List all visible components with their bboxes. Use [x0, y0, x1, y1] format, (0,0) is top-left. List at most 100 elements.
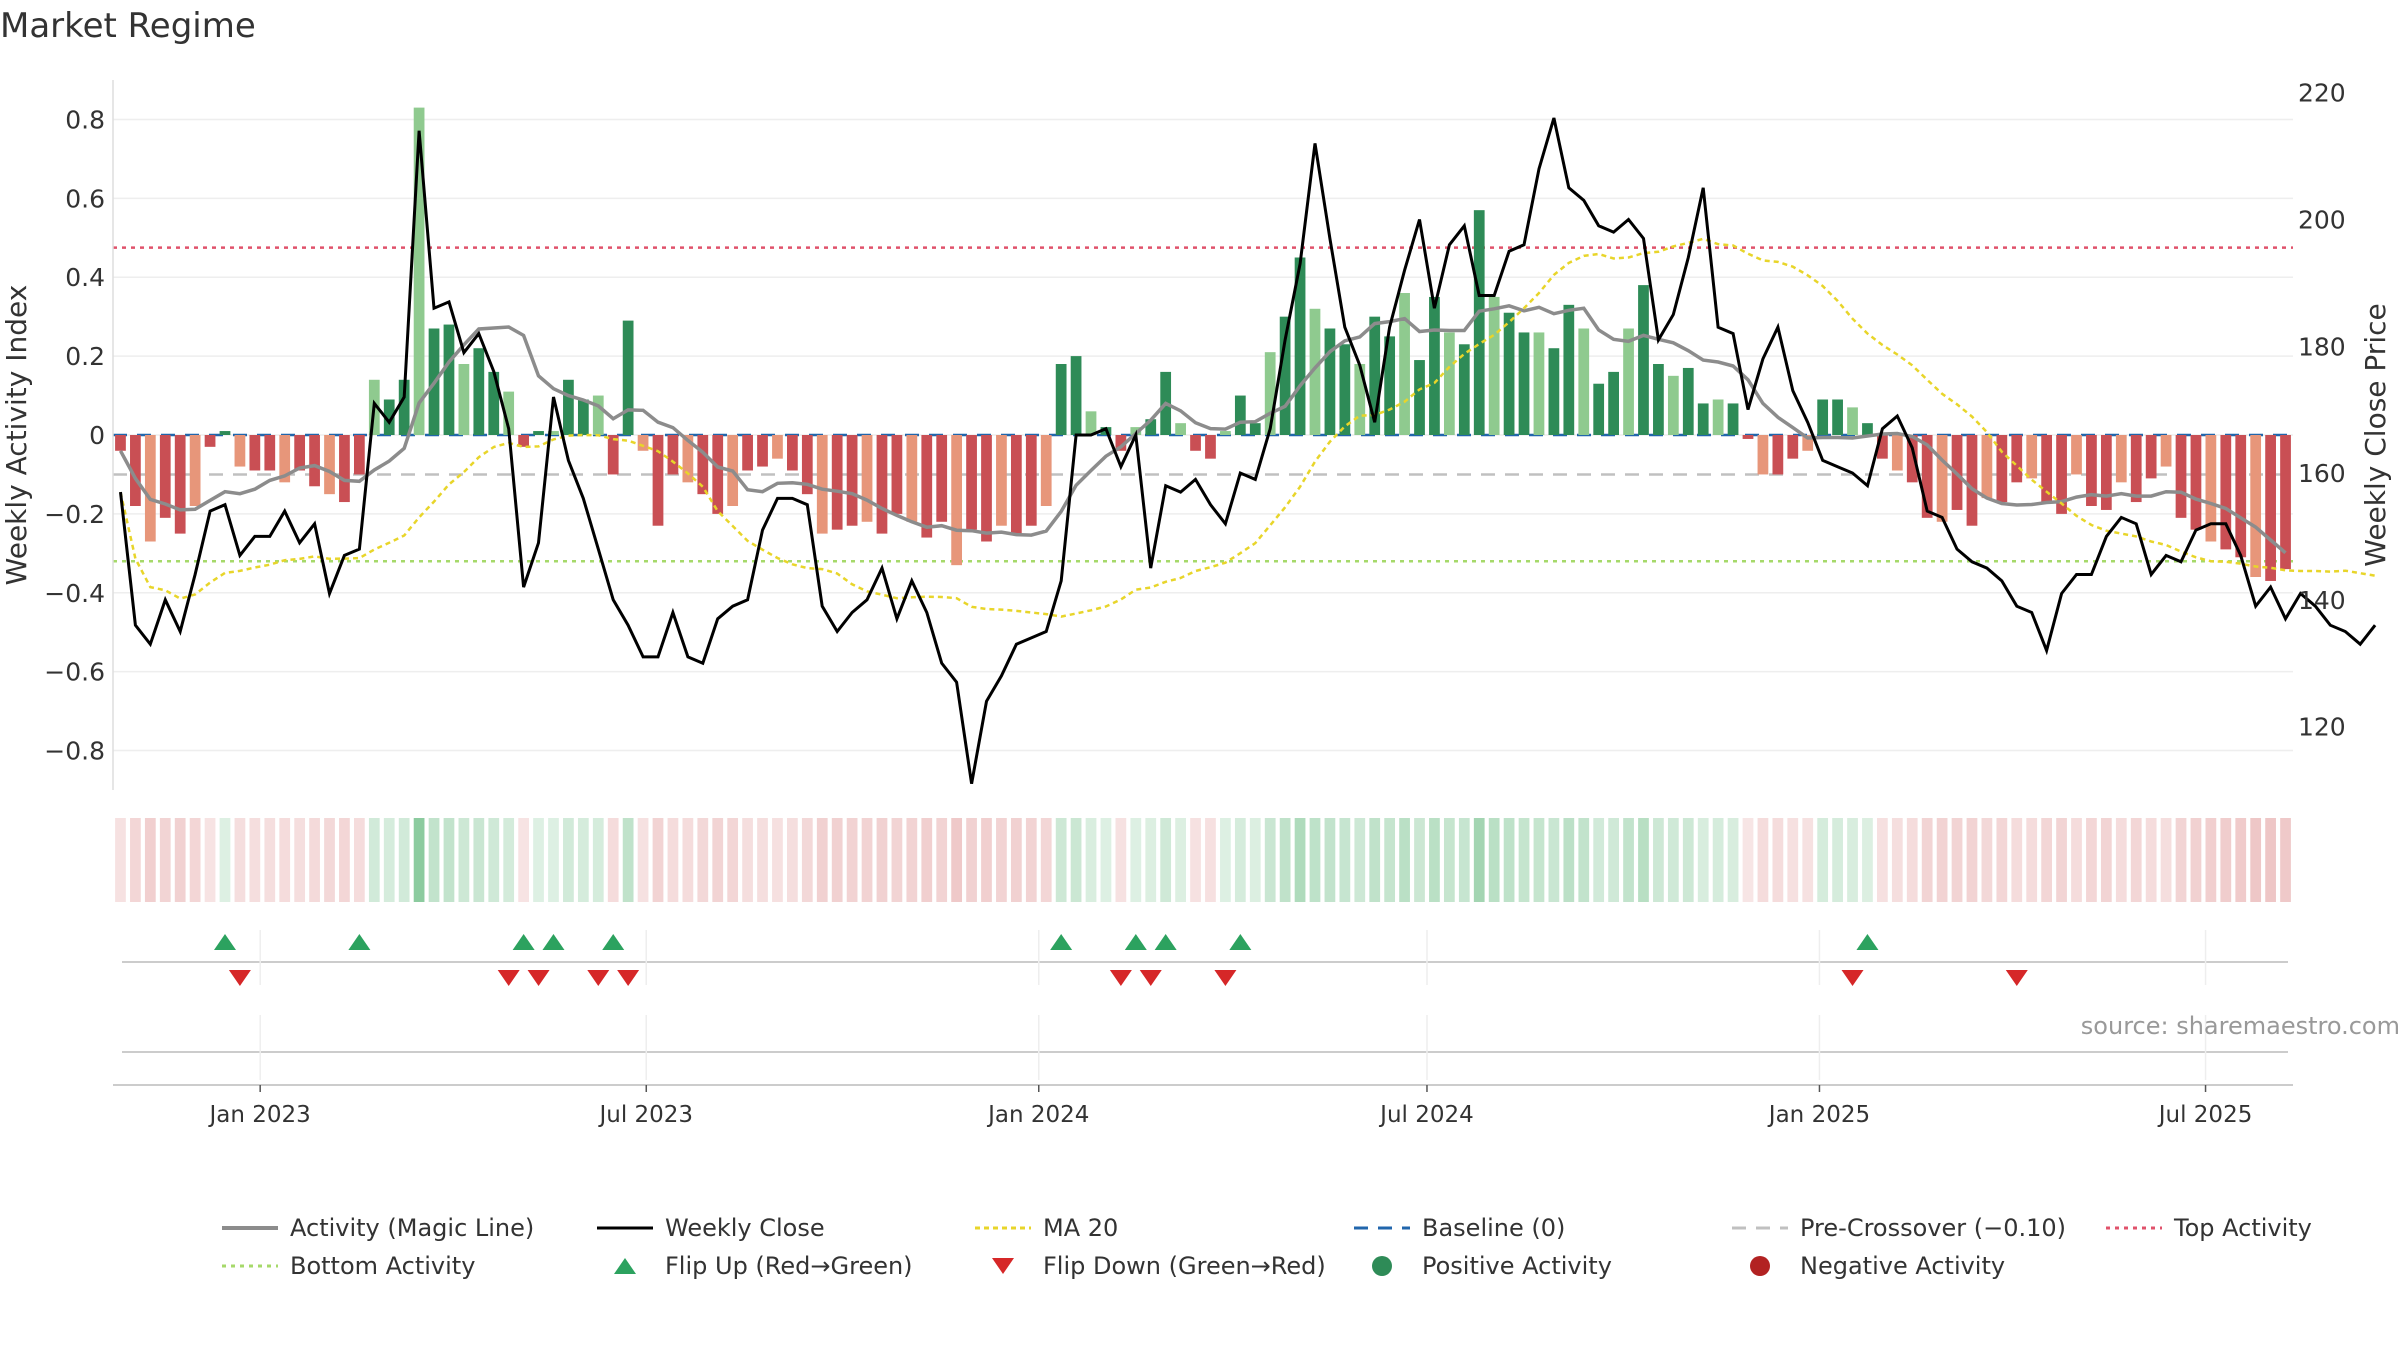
regime-cell: [2056, 818, 2067, 902]
activity-bar: [1548, 348, 1560, 435]
activity-bar: [458, 364, 470, 435]
regime-cell: [1578, 818, 1590, 902]
regime-cell: [816, 818, 828, 902]
activity-bar: [339, 435, 350, 503]
activity-bar: [115, 435, 126, 451]
flip-down-marker: [1139, 970, 1162, 986]
legend: Activity (Magic Line) Weekly Close MA 20 Ba…: [0, 1208, 2400, 1298]
activity-bar: [2011, 435, 2023, 483]
activity-bar: [1473, 210, 1485, 435]
flip-down-marker: [1841, 970, 1864, 986]
regime-cell: [413, 818, 425, 902]
activity-bar: [159, 435, 171, 518]
activity-bar: [1653, 364, 1664, 435]
regime-cell: [1324, 818, 1336, 902]
regime-cell: [787, 818, 798, 902]
x-tick-label: Jul 2024: [1378, 1102, 1474, 1128]
regime-cell: [398, 818, 410, 902]
legend-symbol: [1352, 1252, 1412, 1280]
regime-cell: [1488, 818, 1500, 902]
activity-bar: [577, 399, 589, 435]
legend-weekly-close: Weekly Close: [595, 1214, 825, 1242]
y2-tick-label: 220: [2298, 79, 2346, 108]
legend-symbol: [1730, 1252, 1790, 1280]
regime-cell: [2160, 818, 2172, 902]
regime-cell: [2190, 818, 2202, 902]
activity-bar: [294, 435, 306, 471]
regime-cell: [891, 818, 903, 902]
flip-up-marker: [602, 934, 625, 950]
regime-cell: [1623, 818, 1634, 902]
market-regime-chart: 0.8 0.6 0.4 0.2 0 −0.2 −0.4 −0.6 −0.8 220 200 180 16…: [0, 79, 2392, 1128]
regime-cell: [353, 818, 365, 902]
regime-cell: [1175, 818, 1186, 902]
legend-flip-up: Flip Up (Red→Green): [595, 1252, 913, 1280]
flip-down-marker: [497, 970, 520, 986]
regime-cell: [1697, 818, 1709, 902]
legend-flip-down: Flip Down (Green→Red): [973, 1252, 1326, 1280]
legend-label: Baseline (0): [1422, 1214, 1566, 1242]
x-tick-label: Jan 2025: [1767, 1102, 1870, 1128]
source-credit: source: sharemaestro.com: [2080, 1012, 2400, 1040]
legend-label: Flip Up (Red→Green): [665, 1252, 913, 1280]
activity-bar: [1190, 435, 1201, 451]
regime-cell: [1010, 818, 1022, 902]
regime-cell: [204, 818, 216, 902]
regime-cell: [1667, 818, 1679, 902]
activity-bar: [1055, 364, 1067, 435]
regime-cell: [458, 818, 470, 902]
regime-cell: [622, 818, 634, 902]
regime-cell: [1503, 818, 1515, 902]
legend-symbol: [595, 1252, 655, 1280]
regime-cell: [324, 818, 335, 902]
activity-bar: [1205, 435, 1216, 459]
regime-cell: [443, 818, 455, 902]
activity-bar: [757, 435, 768, 467]
regime-cell: [1727, 818, 1739, 902]
regime-cell: [757, 818, 768, 902]
regime-cell: [846, 818, 858, 902]
activity-bar: [1712, 399, 1724, 435]
y2-tick-label: 200: [2298, 205, 2346, 234]
activity-bar: [2220, 435, 2232, 550]
activity-bar: [996, 435, 1007, 526]
activity-bar: [1533, 332, 1545, 435]
legend-symbol: [973, 1252, 1033, 1280]
regime-cell: [861, 818, 873, 902]
x-axis: Jan 2023 Jul 2023 Jan 2024 Jul 2024 Jan 2025…: [113, 1084, 2293, 1128]
regime-cell: [727, 818, 739, 902]
activity-bar: [1220, 431, 1231, 435]
activity-bar: [1921, 435, 1933, 518]
activity-bar: [2265, 435, 2276, 581]
legend-symbol: [595, 1214, 655, 1242]
legend-bottom-activity: Bottom Activity: [220, 1252, 475, 1280]
regime-cell: [831, 818, 843, 902]
activity-bar: [1040, 435, 1052, 506]
regime-cell: [309, 818, 320, 902]
activity-bar: [1249, 423, 1261, 435]
legend-label: Negative Activity: [1800, 1252, 2006, 1280]
regime-cell: [906, 818, 918, 902]
regime-cell: [1085, 818, 1097, 902]
flip-up-marker: [1050, 934, 1073, 950]
flip-down-marker: [2005, 970, 2028, 986]
regime-cell: [607, 818, 619, 902]
activity-bar: [1891, 435, 1903, 471]
activity-bar: [2071, 435, 2082, 475]
activity-bar: [2235, 435, 2247, 558]
regime-cell: [1100, 818, 1112, 902]
regime-cell: [1891, 818, 1903, 902]
activity-bar: [1877, 435, 1888, 459]
x-tick-label: Jul 2025: [2157, 1102, 2253, 1128]
activity-bar: [1414, 360, 1425, 435]
activity-bar: [1578, 328, 1590, 435]
regime-cell: [428, 818, 440, 902]
activity-bar: [189, 435, 201, 506]
y2-tick-label: 120: [2298, 713, 2346, 742]
regime-cell: [1369, 818, 1381, 902]
regime-cell: [1951, 818, 1963, 902]
regime-cell: [2145, 818, 2157, 902]
regime-cell: [1802, 818, 1814, 902]
regime-strip: [115, 818, 2291, 902]
activity-bar: [682, 435, 694, 483]
